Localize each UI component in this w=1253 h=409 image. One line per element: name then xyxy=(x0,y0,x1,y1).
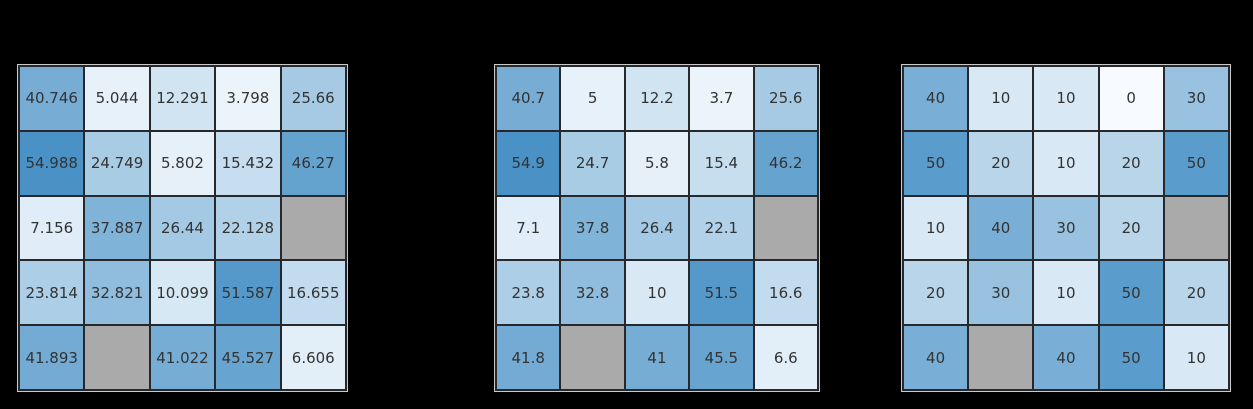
heatmap-cell: 25.6 xyxy=(752,65,819,132)
heatmap-cell: 16.655 xyxy=(279,259,347,327)
heatmap-cell: 40 xyxy=(967,194,1035,262)
heatmap-cell: 20 xyxy=(1162,259,1230,327)
heatmap-cell: 25.66 xyxy=(279,65,347,132)
heatmap-cell: 40.7 xyxy=(494,65,562,132)
heatmap-row: 40.7 5 12.2 3.7 25.6 xyxy=(494,65,819,132)
heatmap-row: 54.9 24.7 5.8 15.4 46.2 xyxy=(494,129,819,197)
heatmap-cell: 32.8 xyxy=(559,259,626,327)
heatmap-cell: 10 xyxy=(967,65,1035,132)
heatmap-cell-nan xyxy=(1162,194,1230,262)
heatmap-cell-nan xyxy=(967,324,1035,391)
heatmap-full-precision: 40.746 5.044 12.291 3.798 25.66 54.988 24.749 5… xyxy=(17,64,348,392)
heatmap-cell: 5.8 xyxy=(623,129,691,197)
heatmap-cell: 41.893 xyxy=(17,324,86,391)
heatmap-cell: 40 xyxy=(901,65,970,132)
heatmap-cell: 12.2 xyxy=(623,65,691,132)
heatmap-row: 10 40 30 20 xyxy=(901,194,1230,262)
heatmap-cell: 41.022 xyxy=(148,324,217,391)
heatmap-cell: 20 xyxy=(1097,129,1165,197)
heatmap-cell: 7.156 xyxy=(17,194,86,262)
heatmap-cell: 10 xyxy=(1162,324,1230,391)
heatmap-cell: 5.802 xyxy=(148,129,217,197)
heatmap-cell-nan xyxy=(559,324,626,391)
heatmap-cell: 32.821 xyxy=(83,259,151,327)
heatmap-cell: 51.587 xyxy=(214,259,282,327)
heatmap-row: 54.988 24.749 5.802 15.432 46.27 xyxy=(17,129,347,197)
heatmap-cell: 51.5 xyxy=(688,259,755,327)
heatmap-cell: 20 xyxy=(901,259,970,327)
heatmap-cell: 6.606 xyxy=(279,324,347,391)
heatmap-cell: 5.044 xyxy=(83,65,151,132)
heatmap-cell: 5 xyxy=(559,65,626,132)
heatmap-cell: 10 xyxy=(901,194,970,262)
heatmap-cell: 26.44 xyxy=(148,194,217,262)
heatmap-cell: 30 xyxy=(967,259,1035,327)
heatmap-cell: 22.128 xyxy=(214,194,282,262)
heatmap-cell: 20 xyxy=(967,129,1035,197)
heatmap-cell: 40 xyxy=(901,324,970,391)
heatmap-cell: 12.291 xyxy=(148,65,217,132)
heatmap-row: 40 10 10 0 30 xyxy=(901,65,1230,132)
heatmap-cell: 6.6 xyxy=(752,324,819,391)
heatmap-cell: 46.2 xyxy=(752,129,819,197)
heatmap-cell: 10.099 xyxy=(148,259,217,327)
heatmap-cell: 54.988 xyxy=(17,129,86,197)
heatmap-cell: 40.746 xyxy=(17,65,86,132)
heatmap-row: 7.156 37.887 26.44 22.128 xyxy=(17,194,347,262)
heatmap-cell-nan xyxy=(752,194,819,262)
heatmap-row: 23.8 32.8 10 51.5 16.6 xyxy=(494,259,819,327)
heatmap-cell: 24.749 xyxy=(83,129,151,197)
heatmap-cell: 22.1 xyxy=(688,194,755,262)
heatmap-cell: 23.814 xyxy=(17,259,86,327)
heatmap-rounded-1-decimal: 40.7 5 12.2 3.7 25.6 54.9 24.7 5.8 15.4 46.2 7.1 37… xyxy=(494,64,820,392)
heatmap-row: 7.1 37.8 26.4 22.1 xyxy=(494,194,819,262)
heatmap-cell: 20 xyxy=(1097,194,1165,262)
heatmap-row: 23.814 32.821 10.099 51.587 16.655 xyxy=(17,259,347,327)
heatmap-cell: 30 xyxy=(1032,194,1100,262)
heatmap-row: 50 20 10 20 50 xyxy=(901,129,1230,197)
heatmap-cell: 0 xyxy=(1097,65,1165,132)
heatmap-cell: 3.798 xyxy=(214,65,282,132)
heatmap-cell: 3.7 xyxy=(688,65,755,132)
heatmap-cell: 40 xyxy=(1032,324,1100,391)
heatmap-cell: 15.4 xyxy=(688,129,755,197)
heatmap-cell: 50 xyxy=(1162,129,1230,197)
heatmap-cell: 41.8 xyxy=(494,324,562,391)
heatmap-cell: 37.887 xyxy=(83,194,151,262)
heatmap-cell: 50 xyxy=(901,129,970,197)
heatmap-cell: 10 xyxy=(623,259,691,327)
heatmap-cell: 30 xyxy=(1162,65,1230,132)
heatmap-cell-nan xyxy=(83,324,151,391)
heatmap-row: 41.8 41 45.5 6.6 xyxy=(494,324,819,391)
heatmap-cell: 23.8 xyxy=(494,259,562,327)
heatmap-rounded-tens: 40 10 10 0 30 50 20 10 20 50 10 40 30 20 20 30 10 50 20 40 4… xyxy=(901,64,1231,392)
heatmap-cell: 41 xyxy=(623,324,691,391)
heatmap-cell: 15.432 xyxy=(214,129,282,197)
heatmap-row: 40 40 50 10 xyxy=(901,324,1230,391)
heatmap-row: 40.746 5.044 12.291 3.798 25.66 xyxy=(17,65,347,132)
heatmap-cell: 50 xyxy=(1097,259,1165,327)
heatmap-cell: 45.5 xyxy=(688,324,755,391)
heatmap-cell: 7.1 xyxy=(494,194,562,262)
heatmap-cell: 10 xyxy=(1032,65,1100,132)
heatmap-row: 20 30 10 50 20 xyxy=(901,259,1230,327)
heatmap-row: 41.893 41.022 45.527 6.606 xyxy=(17,324,347,391)
heatmap-cell: 26.4 xyxy=(623,194,691,262)
heatmap-cell: 10 xyxy=(1032,129,1100,197)
heatmap-cell: 37.8 xyxy=(559,194,626,262)
heatmap-cell: 46.27 xyxy=(279,129,347,197)
heatmap-cell-nan xyxy=(279,194,347,262)
heatmap-cell: 10 xyxy=(1032,259,1100,327)
heatmap-cell: 16.6 xyxy=(752,259,819,327)
heatmap-cell: 24.7 xyxy=(559,129,626,197)
heatmap-cell: 45.527 xyxy=(214,324,282,391)
heatmap-cell: 54.9 xyxy=(494,129,562,197)
heatmap-cell: 50 xyxy=(1097,324,1165,391)
